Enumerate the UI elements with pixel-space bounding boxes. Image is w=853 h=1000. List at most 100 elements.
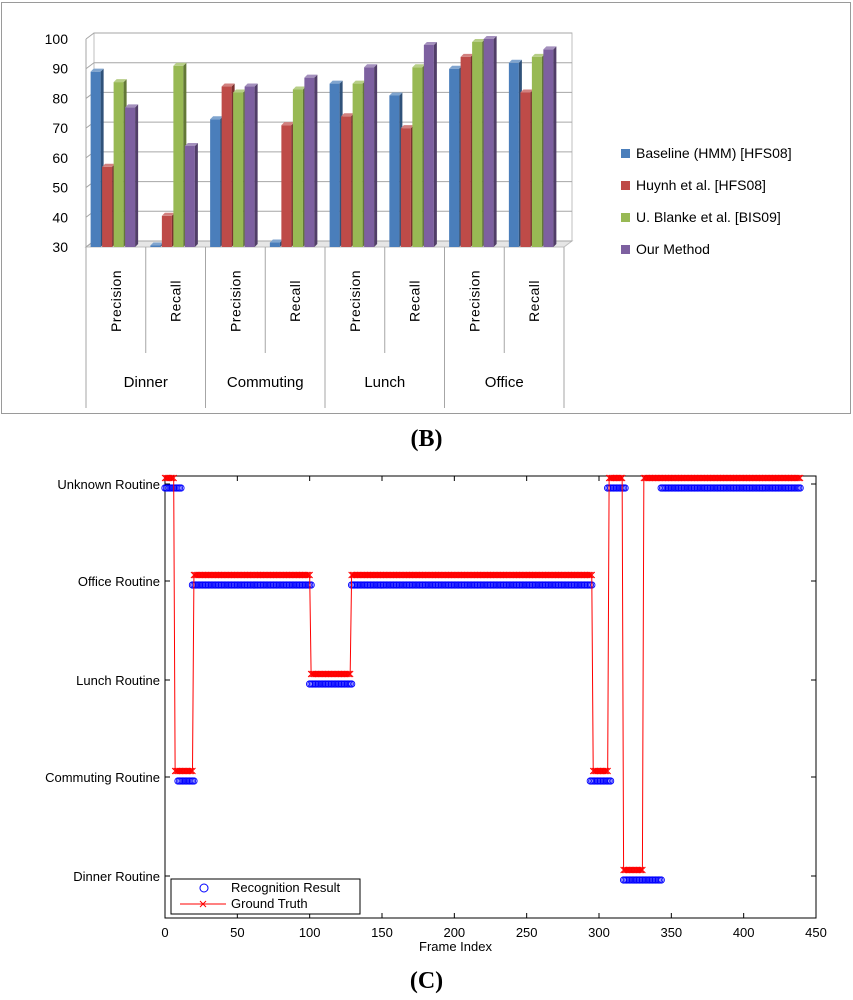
- plot-area: [164, 475, 817, 919]
- ground-truth-point: [168, 474, 176, 482]
- bar: [161, 212, 175, 247]
- y-tick-label: Dinner Routine: [73, 869, 160, 884]
- bar-front: [113, 82, 124, 247]
- bar-side: [433, 41, 437, 247]
- bar: [543, 46, 557, 248]
- bar: [352, 80, 366, 247]
- bar-front: [423, 44, 434, 247]
- ground-truth-point: [604, 767, 611, 775]
- bar-side: [374, 64, 378, 247]
- legend-label: Baseline (HMM) [HFS08]: [636, 145, 792, 161]
- bar-top: [113, 79, 127, 83]
- x-group-label: Lunch: [364, 374, 405, 391]
- ground-truth-point: [167, 474, 175, 482]
- bar: [483, 36, 497, 247]
- x-metric-label: Precision: [347, 270, 363, 332]
- bar-top: [543, 46, 557, 50]
- recognition-point: [347, 680, 356, 688]
- legend-marker-x: [199, 900, 207, 908]
- x-tick-label: 0: [161, 925, 168, 940]
- x-metric-label: Precision: [227, 270, 243, 332]
- bar-top: [102, 163, 116, 167]
- bar-top: [412, 64, 426, 68]
- x-tick-label: 350: [660, 925, 682, 940]
- bar-top: [364, 64, 378, 68]
- recognition-segment: [188, 581, 315, 589]
- x-group-label: Dinner: [124, 374, 168, 391]
- bar: [472, 38, 486, 247]
- y-tick-label: 80: [52, 90, 68, 106]
- bar-top: [520, 89, 534, 93]
- x-metric-label: Recall: [407, 280, 423, 322]
- bar-top: [90, 68, 104, 72]
- legend-label: U. Blanke et al. [BIS09]: [636, 209, 781, 225]
- bar: [113, 79, 127, 247]
- bar: [221, 83, 235, 248]
- ground-truth-point: [585, 571, 593, 579]
- legend-swatch: [621, 245, 630, 254]
- bar-top: [150, 242, 164, 246]
- bar-front: [233, 92, 244, 247]
- ground-truth-point: [618, 474, 626, 482]
- bar-top: [329, 80, 343, 84]
- bar: [269, 239, 283, 247]
- legend-label: Our Method: [636, 241, 710, 257]
- bar-front: [460, 56, 471, 248]
- bar: [389, 92, 403, 247]
- bar-top: [161, 212, 175, 216]
- bar-front: [364, 67, 375, 247]
- x-tick-label: 200: [443, 925, 465, 940]
- legend-marker-circle: [199, 883, 209, 893]
- bar: [292, 86, 306, 247]
- ground-truth-point: [601, 767, 609, 775]
- bar-top: [304, 74, 318, 78]
- x-metric-label: Recall: [287, 280, 303, 322]
- bar: [102, 163, 116, 247]
- bar-top: [423, 41, 437, 45]
- bar-front: [184, 145, 195, 247]
- recognition-segment: [347, 581, 596, 589]
- ground-truth-point: [346, 670, 354, 678]
- bar: [184, 142, 198, 247]
- recognition-segment: [619, 876, 665, 884]
- bar-top: [292, 86, 306, 90]
- legend-swatch: [621, 213, 630, 222]
- bar-top: [184, 142, 198, 146]
- bar-front: [389, 95, 400, 247]
- legend-swatch: [621, 181, 630, 190]
- bar: [173, 62, 187, 247]
- y-tick-label: 100: [45, 31, 69, 47]
- ground-truth-point: [637, 866, 645, 874]
- ground-truth-point: [617, 474, 625, 482]
- bar-front: [90, 71, 101, 247]
- ground-truth-point: [345, 670, 353, 678]
- bar-front: [352, 83, 363, 247]
- legend-label: Huynh et al. [HFS08]: [636, 177, 766, 193]
- ground-truth-point: [303, 571, 311, 579]
- bar-top: [483, 36, 497, 39]
- ground-truth-point: [306, 571, 313, 579]
- legend-swatch: [621, 149, 630, 158]
- x-tick-label: 450: [805, 925, 827, 940]
- bar: [520, 89, 534, 247]
- routine-chart: Dinner Routine Commuting Routine Lunch Rou…: [45, 474, 827, 954]
- y-tick-label: 60: [52, 150, 68, 166]
- y-tick-label: 40: [52, 209, 68, 225]
- bar: [423, 41, 437, 247]
- ground-truth-point: [304, 571, 312, 579]
- bar: [508, 59, 522, 248]
- recognition-point: [190, 777, 198, 785]
- bar-front: [412, 67, 423, 247]
- bar-front: [125, 107, 136, 247]
- y-tick-label: Lunch Routine: [76, 673, 160, 688]
- y-tick-label: Commuting Routine: [45, 770, 160, 785]
- bar-chart: 30 40 50 60 70 80 90 100 Precision Recall Dinner Pr…: [45, 31, 792, 408]
- bar-front: [329, 83, 340, 247]
- bar: [90, 68, 104, 247]
- ground-truth-point: [795, 474, 802, 482]
- chart-b-frame: 30 40 50 60 70 80 90 100 Precision Recall Dinner Pr…: [1, 2, 851, 414]
- bar: [364, 64, 378, 247]
- bar-top: [352, 80, 366, 84]
- bar-side: [314, 74, 318, 247]
